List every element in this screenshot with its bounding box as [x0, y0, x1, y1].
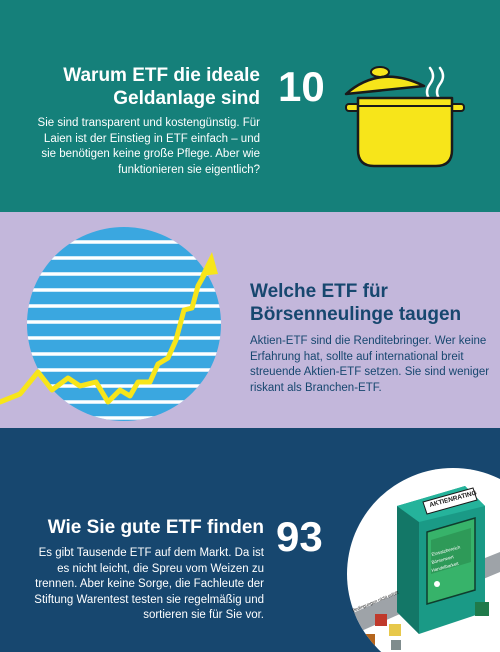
section-find-etf: Wie Sie gute ETF finden 93 Es gibt Tause… — [0, 428, 500, 652]
section-title: Welche ETF für Börsenneulinge taugen — [250, 281, 462, 325]
screen-item: Börsenwert — [431, 554, 455, 565]
section-text: Es gibt Tausende ETF auf dem Markt. Da i… — [34, 547, 264, 621]
section-number: 93 — [276, 513, 323, 560]
section-title: Warum ETF die ideale Geldanlage sind — [63, 65, 260, 109]
section-title: Wie Sie gute ETF finden — [47, 517, 264, 538]
section-number: 10 — [278, 63, 325, 110]
rising-chart-globe-icon — [0, 227, 221, 421]
cooking-pot-icon — [344, 66, 465, 168]
section-which-etf: Welche ETF für Börsenneulinge taugen Akt… — [0, 212, 500, 428]
section-why-etf: Warum ETF die ideale Geldanlage sind 10 … — [0, 0, 500, 212]
section-text: Aktien-ETF sind die Renditebringer. Wer … — [250, 335, 490, 394]
rating-machine-icon: AKTIENRATING Einsatzbereich Börsenwert H… — [347, 468, 500, 652]
section-text: Sie sind transparent und kostengünstig. … — [37, 117, 260, 176]
